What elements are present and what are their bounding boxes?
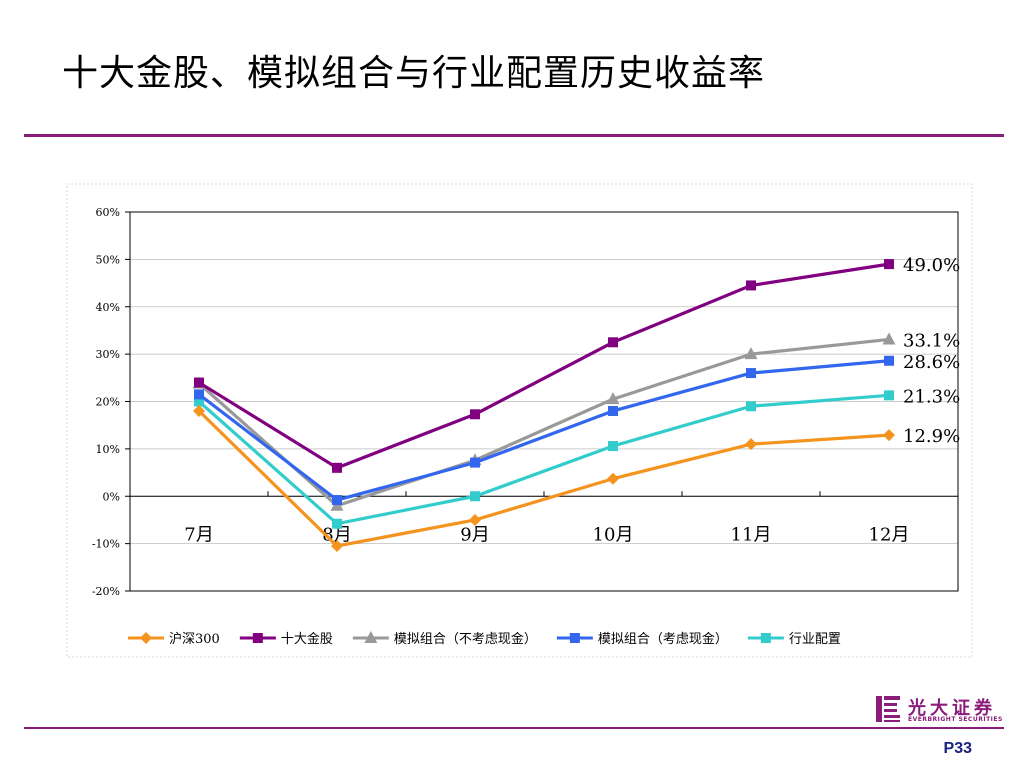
data-point [746,368,756,379]
data-point [884,355,894,366]
y-tick-label: 40% [96,301,120,314]
data-point [608,441,618,452]
slide-title: 十大金股、模拟组合与行业配置历史收益率 [62,53,766,94]
x-tick-label: 10月 [593,524,634,545]
data-point [608,405,618,416]
data-point [883,429,895,442]
data-point [608,337,618,348]
data-point [332,495,342,506]
y-tick-label: 50% [96,253,120,266]
data-point [882,332,896,345]
legend-label: 沪深300 [169,631,220,647]
data-point [194,377,204,388]
y-tick-label: -10% [92,538,120,551]
page-number: P33 [943,740,972,757]
series-line [198,262,890,470]
x-tick-label: 7月 [184,524,213,545]
data-point [331,539,343,552]
legend-label: 模拟组合（不考虑现金） [394,631,537,647]
legend-marker [364,631,378,643]
data-label: 49.0% [903,255,960,276]
series-line [197,337,890,508]
data-point [744,347,758,360]
logo-english-text: EVERBRIGHT SECURITIES [908,716,1003,723]
y-tick-label: 20% [96,396,120,409]
data-point [470,491,480,502]
data-point [746,401,756,412]
data-point [193,404,205,417]
footer-divider [24,727,1004,729]
company-logo: 光大证券 EVERBRIGHT SECURITIES [874,692,1004,726]
x-tick-label: 11月 [731,524,772,545]
y-tick-label: 0% [103,490,120,503]
data-point [194,396,204,407]
data-point [884,259,894,270]
y-tick-label: 60% [96,206,120,219]
y-tick-label: -20% [92,585,120,598]
data-point [606,392,620,405]
data-point [745,438,757,451]
data-label: 12.9% [903,426,960,447]
series-line [197,393,890,526]
data-label: 21.3% [903,386,960,407]
data-point [746,280,756,291]
y-tick-label: 30% [96,348,120,361]
data-point [194,389,204,400]
data-label: 33.1% [903,330,960,351]
legend-marker [569,633,580,643]
data-point [469,513,481,526]
data-point [332,462,342,473]
legend-label: 模拟组合（考虑现金） [598,631,728,647]
data-label: 28.6% [903,352,960,373]
logo-chinese-text: 光大证券 [908,698,996,719]
legend-marker [252,633,263,643]
plot-area [129,211,959,592]
chart-frame [66,183,973,658]
legend-label: 十大金股 [281,631,333,647]
data-point [470,457,480,468]
data-point [470,409,480,420]
data-point [607,472,619,485]
legend-label: 行业配置 [789,632,841,647]
data-point [884,390,894,401]
logo-mark-icon [876,696,900,722]
series-line [198,359,890,502]
data-point [332,518,342,529]
x-tick-label: 12月 [869,524,910,545]
series-line [197,409,890,548]
y-tick-label: 10% [96,443,120,456]
x-tick-label: 9月 [460,524,489,545]
legend-marker [140,632,152,644]
title-divider [24,134,1004,137]
legend-marker [760,633,771,643]
